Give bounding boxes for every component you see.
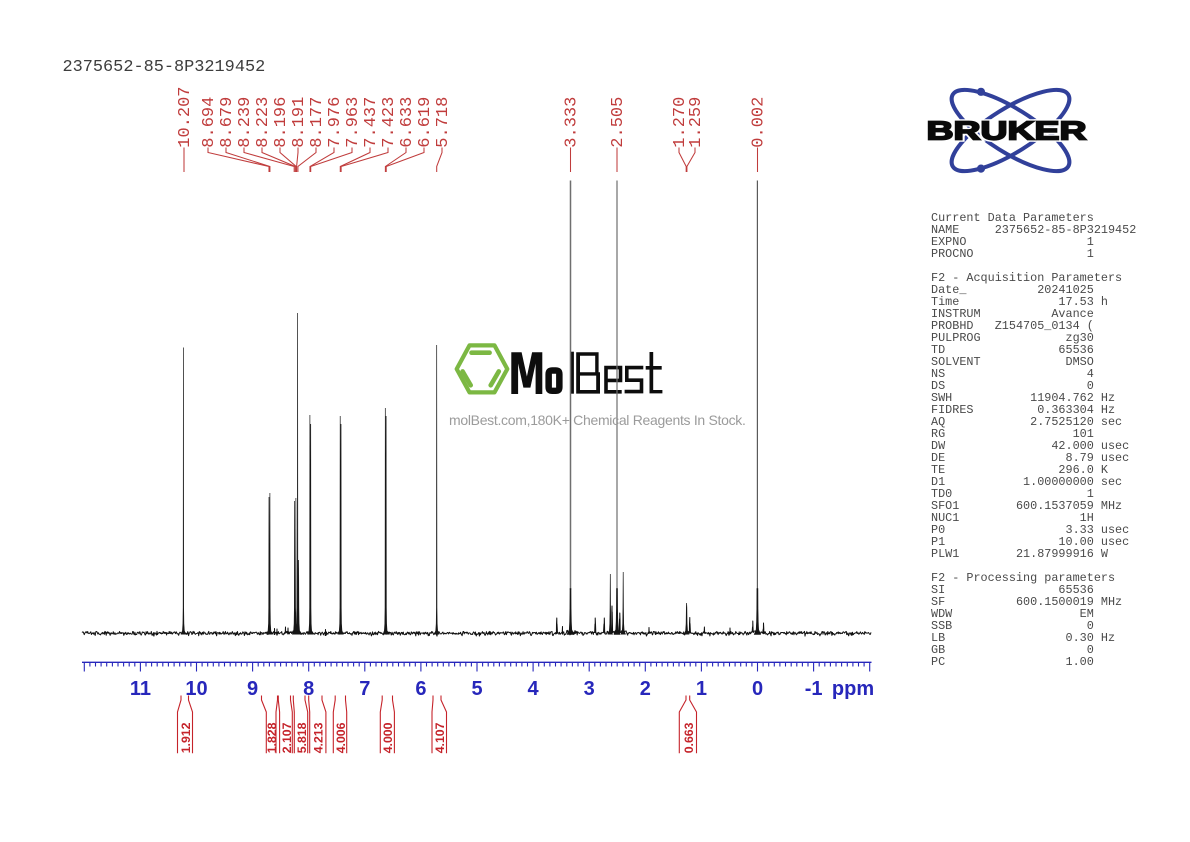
svg-text:2.505: 2.505 [609,97,628,148]
svg-text:6.633: 6.633 [398,97,417,148]
svg-text:4.000: 4.000 [381,722,395,753]
svg-text:2: 2 [640,678,651,700]
svg-text:7.976: 7.976 [326,97,345,148]
svg-text:1.828: 1.828 [265,722,279,753]
svg-text:9: 9 [247,678,258,700]
svg-text:4.107: 4.107 [433,722,447,753]
svg-text:1.259: 1.259 [687,97,706,148]
svg-text:7.437: 7.437 [362,97,381,148]
svg-text:8.223: 8.223 [254,97,273,148]
svg-text:1.912: 1.912 [179,722,193,753]
svg-text:1: 1 [696,678,707,700]
svg-text:BRUKER: BRUKER [927,116,1087,146]
svg-text:8.196: 8.196 [272,97,291,148]
svg-text:1.270: 1.270 [671,97,690,148]
svg-text:6.619: 6.619 [416,97,435,148]
svg-text:5.718: 5.718 [434,97,453,148]
svg-text:0.663: 0.663 [682,722,696,753]
svg-text:8.191: 8.191 [290,97,309,148]
svg-text:4.006: 4.006 [334,722,348,753]
svg-text:5: 5 [471,678,482,700]
svg-text:BRUKER: BRUKER [927,116,1087,146]
svg-text:-1: -1 [805,678,823,700]
svg-text:6: 6 [415,678,426,700]
svg-text:2.107: 2.107 [280,722,294,753]
svg-text:8: 8 [303,678,314,700]
svg-text:10.207: 10.207 [176,86,195,147]
svg-text:7.963: 7.963 [344,97,363,148]
svg-text:3: 3 [584,678,595,700]
svg-text:4.213: 4.213 [312,722,326,753]
svg-text:7: 7 [359,678,370,700]
svg-text:0: 0 [752,678,763,700]
svg-text:11: 11 [130,678,151,700]
svg-text:4: 4 [528,678,540,700]
svg-text:0.002: 0.002 [750,97,769,148]
svg-text:8.694: 8.694 [200,97,219,148]
svg-text:8.679: 8.679 [218,97,237,148]
svg-text:10: 10 [185,678,207,700]
svg-text:8.239: 8.239 [236,97,255,148]
svg-text:7.423: 7.423 [380,97,399,148]
svg-text:8.177: 8.177 [308,97,327,148]
svg-text:ppm: ppm [832,678,874,700]
svg-text:5.818: 5.818 [295,722,309,753]
svg-text:3.333: 3.333 [563,97,582,148]
